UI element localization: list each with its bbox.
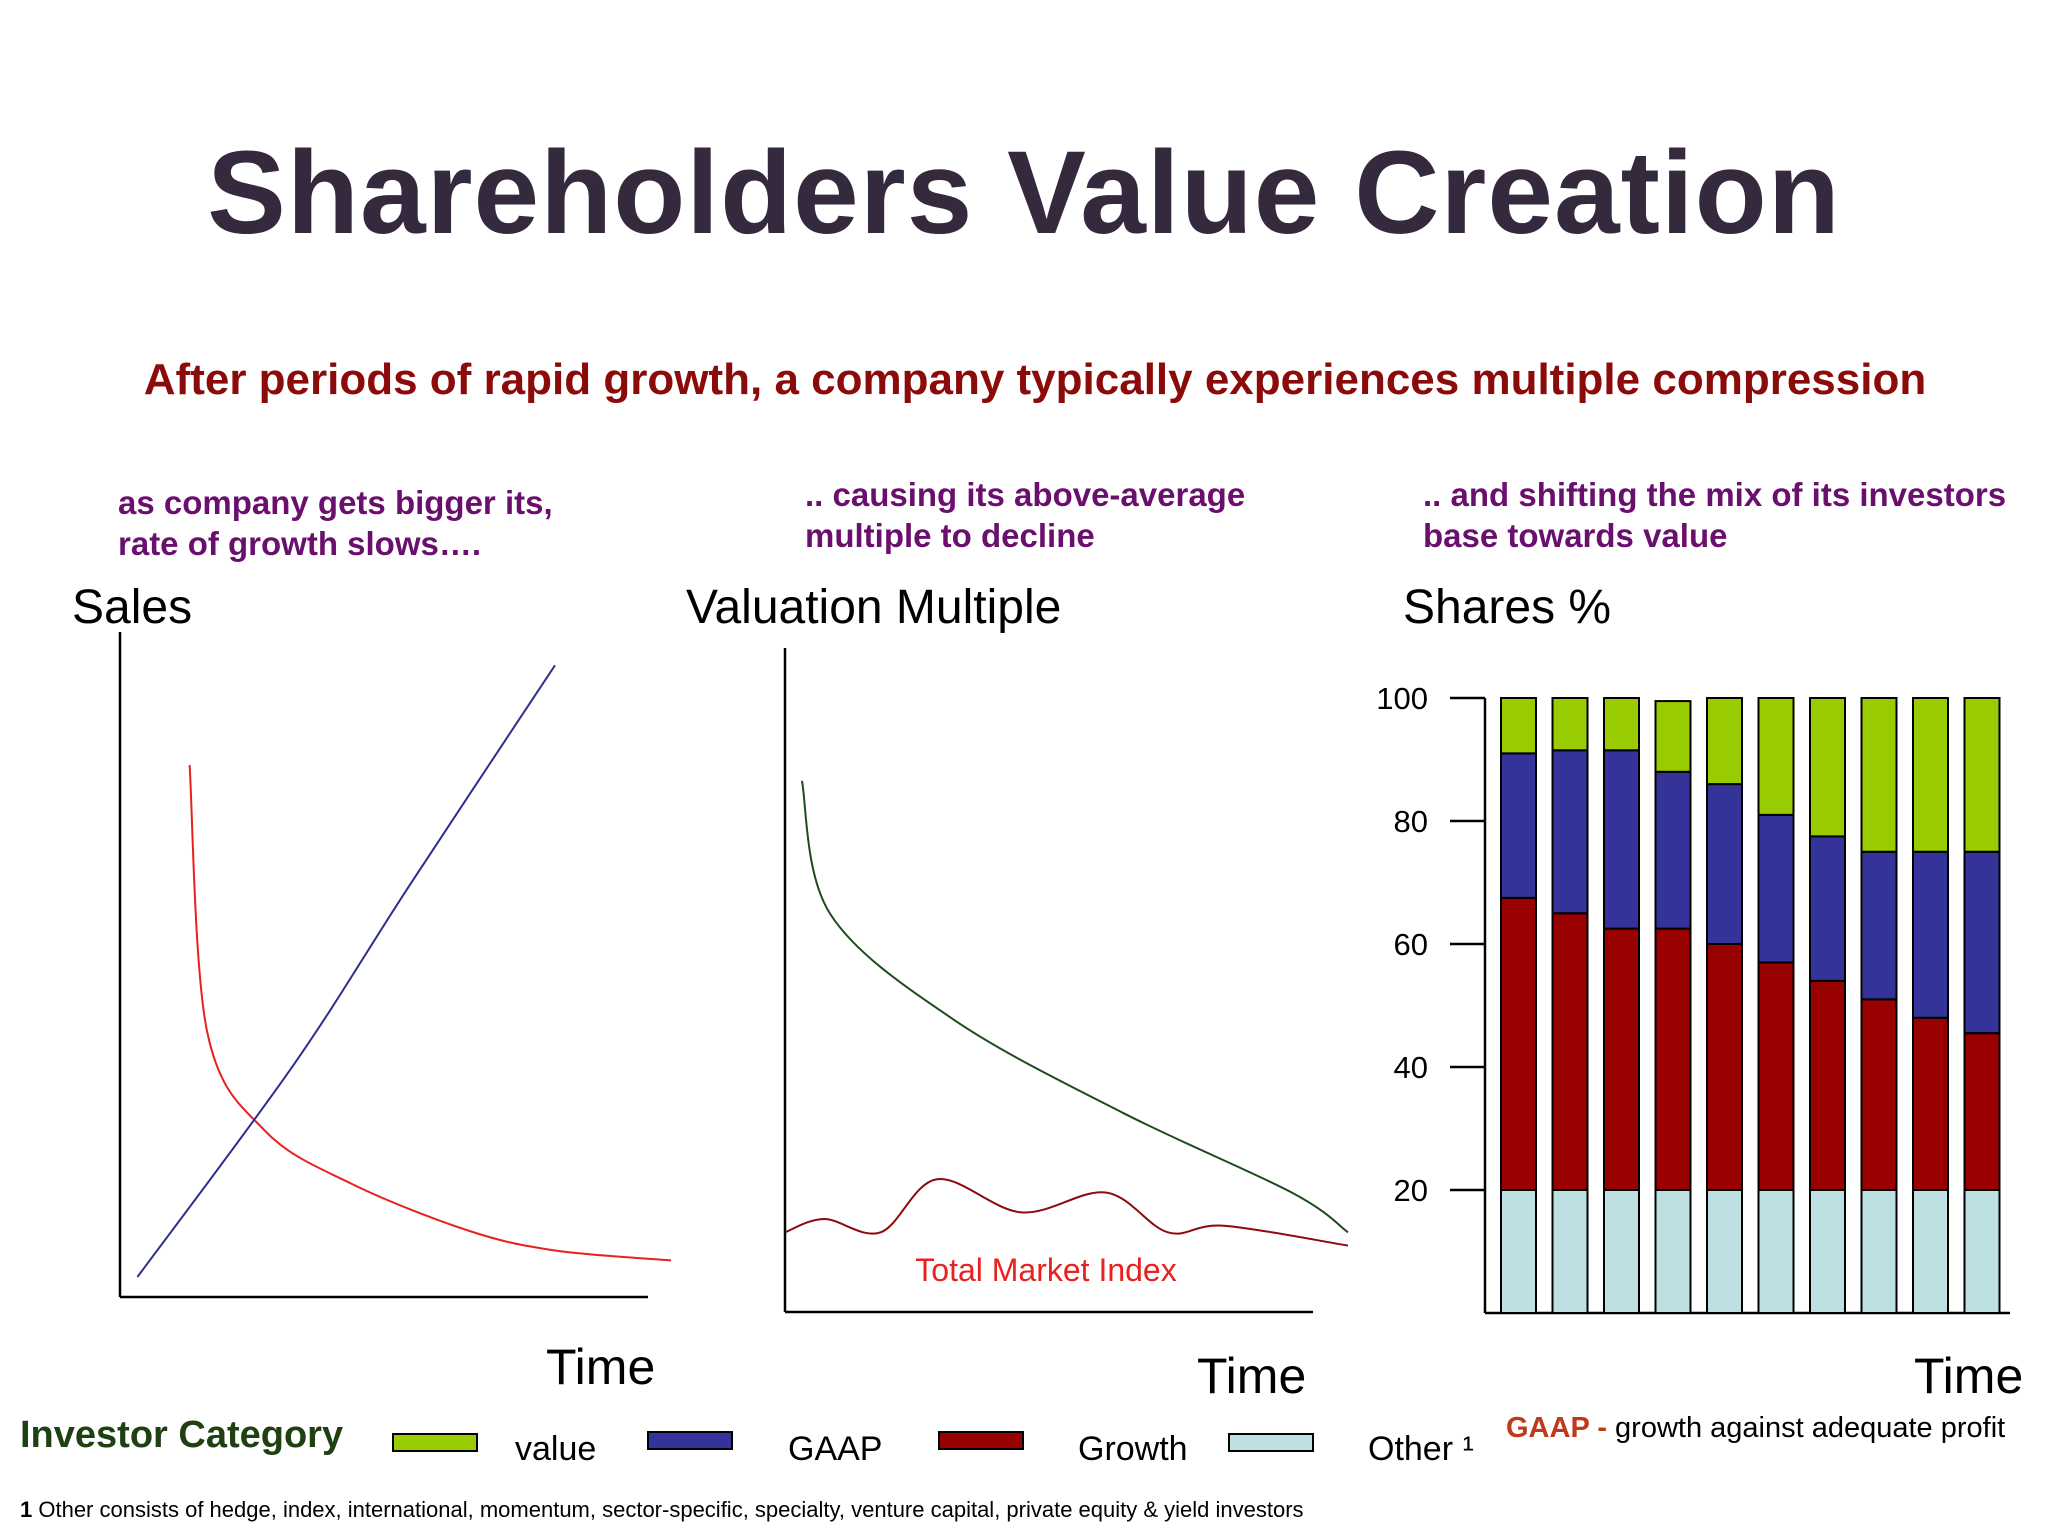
bar-segment-gaap [1654, 770, 1692, 930]
shares-tick-label: 60 [1394, 927, 1428, 962]
legend-swatch-value [392, 1433, 478, 1452]
shares-tick-label: 40 [1394, 1050, 1428, 1085]
bar-segment-value [1809, 697, 1846, 838]
legend-label-value: value [515, 1430, 597, 1468]
sales-chart-title: Sales [72, 581, 193, 634]
bar-segment-other [1912, 1189, 1949, 1314]
valuation-chart-title: Valuation Multiple [686, 581, 1062, 634]
bar-segment-other [1603, 1189, 1640, 1314]
sales-caption: as company gets bigger its, rate of grow… [118, 482, 553, 564]
footnote-marker: 1 [20, 1497, 33, 1522]
bar-segment-growth [1809, 979, 1846, 1192]
shares-chart-title: Shares % [1403, 581, 1612, 634]
legend-swatch-other [1228, 1433, 1314, 1452]
legend-title: Investor Category [20, 1414, 344, 1456]
valuation-x-label: Time [1197, 1348, 1307, 1404]
valuation-multiple-line [800, 780, 1349, 1234]
bar-segment-value [1603, 697, 1640, 752]
bar-segment-other [1551, 1189, 1589, 1314]
total-market-index-label: Total Market Index [915, 1252, 1176, 1288]
bar-segment-gaap [1809, 835, 1846, 982]
footnote: 1 Other consists of hedge, index, intern… [20, 1497, 1304, 1523]
bar-segment-value [1860, 697, 1898, 853]
bar-segment-value [1654, 700, 1692, 773]
gaap-term: GAAP - [1506, 1412, 1607, 1444]
bar-segment-gaap [1551, 749, 1589, 915]
bar-segment-growth [1912, 1016, 1949, 1191]
bar-segment-other [1860, 1189, 1898, 1314]
legend-label-other: Other ¹ [1368, 1430, 1474, 1468]
shares-ticks: 20 40 60 80 100 [1376, 681, 1485, 1208]
shares-tick-label: 20 [1394, 1173, 1428, 1208]
bar-segment-gaap [1912, 850, 1949, 1019]
valuation-axes [783, 648, 1313, 1314]
bar-segment-gaap [1963, 850, 2001, 1035]
footnote-text: Other consists of hedge, index, internat… [32, 1497, 1304, 1522]
bar-segment-other [1706, 1189, 1743, 1314]
legend-label-growth: Growth [1078, 1430, 1188, 1468]
bar-segment-other [1500, 1189, 1537, 1314]
bar-segment-value [1500, 697, 1537, 755]
sales-x-label: Time [546, 1339, 656, 1395]
bar-segment-gaap [1500, 752, 1537, 899]
shares-caption-line1: .. and shifting the mix of its investors [1423, 476, 2007, 513]
shares-caption: .. and shifting the mix of its investors… [1423, 474, 2006, 556]
valuation-caption-line1: .. causing its above-average [805, 476, 1246, 513]
bar-segment-gaap [1706, 783, 1743, 945]
shares-tick-label: 100 [1376, 681, 1428, 716]
bar-segment-growth [1603, 927, 1640, 1191]
legend-label-gaap: GAAP [788, 1430, 883, 1468]
shares-bars [1500, 697, 2001, 1314]
bar-segment-growth [1963, 1032, 2001, 1192]
bar-segment-growth [1500, 896, 1537, 1191]
legend-swatch-gaap [647, 1431, 733, 1450]
bar-segment-growth [1654, 927, 1692, 1191]
bar-segment-growth [1551, 912, 1589, 1191]
valuation-caption: .. causing its above-average multiple to… [805, 474, 1245, 556]
bar-segment-other [1757, 1189, 1795, 1314]
shares-caption-line2: base towards value [1423, 517, 1728, 554]
shares-tick-label: 80 [1394, 804, 1428, 839]
bar-segment-value [1963, 697, 2001, 853]
bar-segment-value [1551, 697, 1589, 752]
gaap-definition: growth against adequate profit [1606, 1412, 2006, 1444]
sales-growth-line [136, 664, 556, 1278]
bar-segment-growth [1757, 961, 1795, 1192]
sales-caption-line2: rate of growth slows…. [118, 525, 482, 562]
bar-segment-gaap [1603, 749, 1640, 930]
page-title: Shareholders Value Creation [207, 127, 1841, 259]
bar-segment-other [1654, 1189, 1692, 1314]
page-subtitle: After periods of rapid growth, a company… [143, 355, 1927, 404]
bar-segment-growth [1860, 998, 1898, 1191]
sales-axes [118, 632, 648, 1299]
shares-x-label: Time [1914, 1348, 2024, 1404]
bar-segment-other [1963, 1189, 2001, 1314]
sales-line [188, 764, 672, 1262]
bar-segment-value [1706, 697, 1743, 786]
bar-segment-growth [1706, 943, 1743, 1191]
bar-segment-value [1757, 697, 1795, 816]
bar-segment-other [1809, 1189, 1846, 1314]
sales-caption-line1: as company gets bigger its, [118, 484, 553, 521]
valuation-caption-line2: multiple to decline [805, 517, 1095, 554]
bar-segment-gaap [1757, 813, 1795, 964]
legend-swatch-growth [938, 1431, 1024, 1450]
total-market-index-line [784, 1178, 1349, 1247]
bar-segment-value [1912, 697, 1949, 853]
bar-segment-gaap [1860, 850, 1898, 1001]
gaap-note: GAAP - growth against adequate profit [1506, 1412, 2005, 1445]
